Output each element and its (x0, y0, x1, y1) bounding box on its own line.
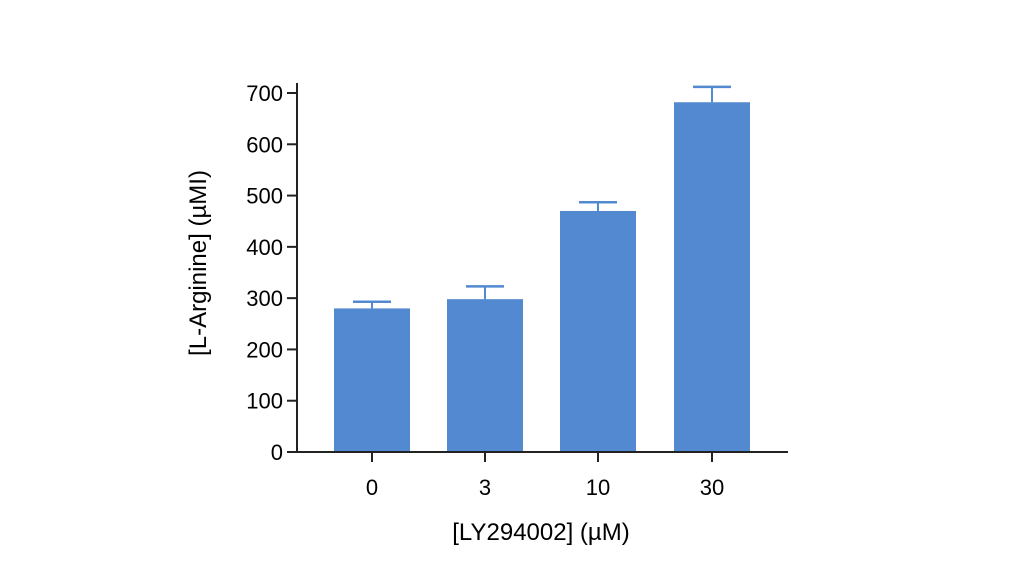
x-tick-label: 0 (366, 475, 378, 500)
y-tick-label: 100 (246, 389, 283, 414)
y-ticks-layer: 0 100 200 300 400 500 600 700 (246, 81, 297, 465)
y-tick-label: 300 (246, 286, 283, 311)
x-tick-label: 10 (586, 475, 610, 500)
bar (334, 308, 410, 452)
y-tick-label: 400 (246, 235, 283, 260)
x-axis-title: [LY294002] (µM) (452, 519, 629, 546)
x-tick-label: 30 (700, 475, 724, 500)
bar (560, 210, 636, 452)
bar (674, 102, 750, 452)
y-tick-label: 500 (246, 184, 283, 209)
bar (447, 299, 523, 452)
x-tick-label: 3 (479, 475, 491, 500)
y-tick-label: 0 (271, 440, 283, 465)
y-tick-label: 700 (246, 81, 283, 106)
x-ticks-layer: 0 3 10 30 (366, 452, 724, 500)
error-bars-layer (353, 85, 731, 309)
y-tick-label: 600 (246, 132, 283, 157)
bars-layer (334, 102, 750, 452)
y-tick-label: 200 (246, 337, 283, 362)
y-axis-title: [L-Arginine] (µMI) (185, 170, 212, 356)
